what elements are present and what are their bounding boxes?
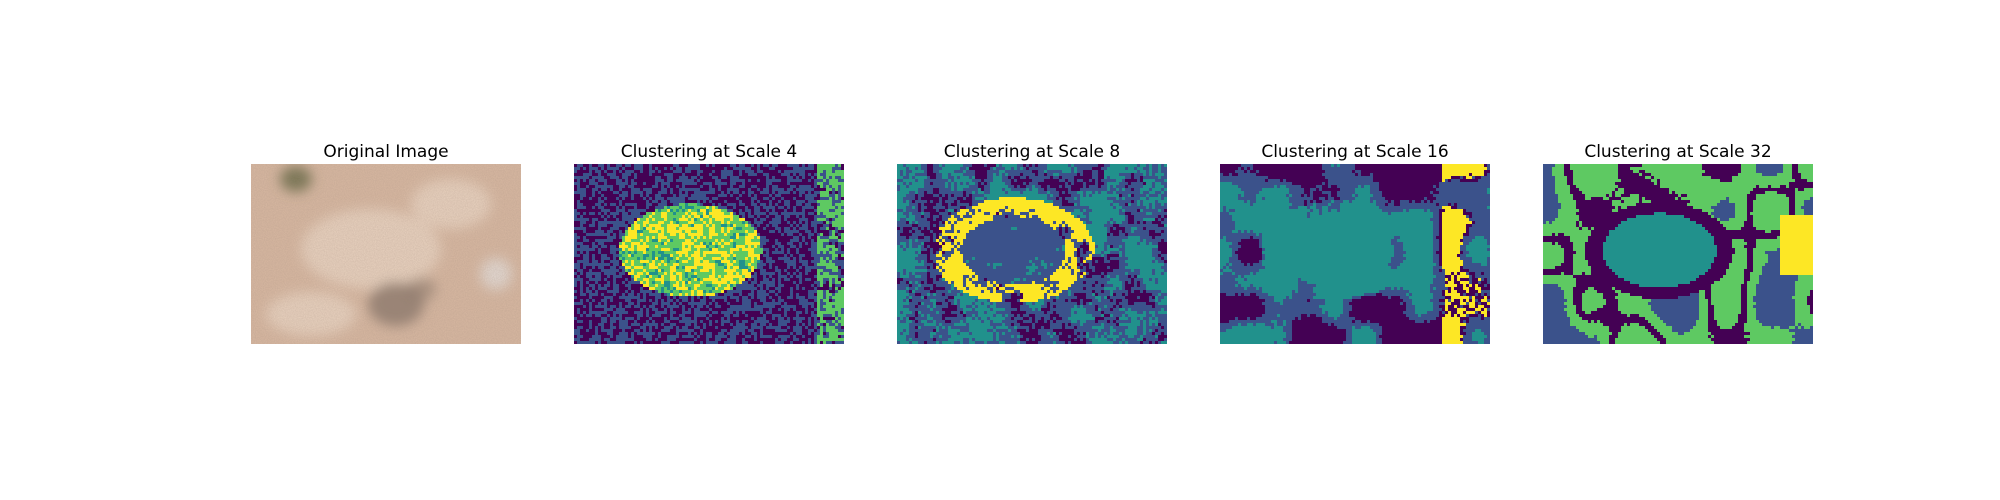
panel-title: Clustering at Scale 4: [574, 140, 844, 164]
panel-title: Original Image: [251, 140, 521, 164]
cluster-map-scale-16: [1220, 164, 1490, 344]
panel-scale-32: Clustering at Scale 32: [1543, 140, 1813, 344]
panel-scale-8: Clustering at Scale 8: [897, 140, 1167, 344]
cluster-map-scale-32: [1543, 164, 1813, 344]
panel-scale-16: Clustering at Scale 16: [1220, 140, 1490, 344]
cluster-map-scale-4: [574, 164, 844, 344]
cluster-map-scale-8: [897, 164, 1167, 344]
panel-original-image: Original Image: [251, 140, 521, 344]
panel-title: Clustering at Scale 8: [897, 140, 1167, 164]
panel-title: Clustering at Scale 16: [1220, 140, 1490, 164]
panel-scale-4: Clustering at Scale 4: [574, 140, 844, 344]
panel-title: Clustering at Scale 32: [1543, 140, 1813, 164]
original-image: [251, 164, 521, 344]
